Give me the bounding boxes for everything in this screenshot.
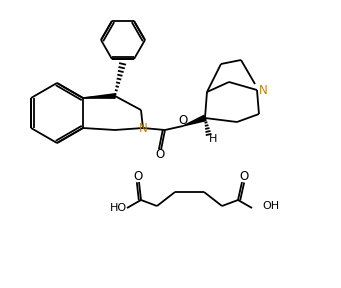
Text: H: H [209, 134, 217, 144]
Text: HO: HO [109, 203, 127, 213]
Text: O: O [178, 113, 188, 126]
Polygon shape [83, 94, 115, 98]
Text: OH: OH [262, 201, 279, 211]
Polygon shape [183, 115, 206, 126]
Text: O: O [155, 149, 165, 162]
Text: N: N [138, 122, 147, 134]
Text: O: O [239, 170, 249, 183]
Text: N: N [258, 84, 267, 96]
Text: O: O [133, 170, 143, 183]
